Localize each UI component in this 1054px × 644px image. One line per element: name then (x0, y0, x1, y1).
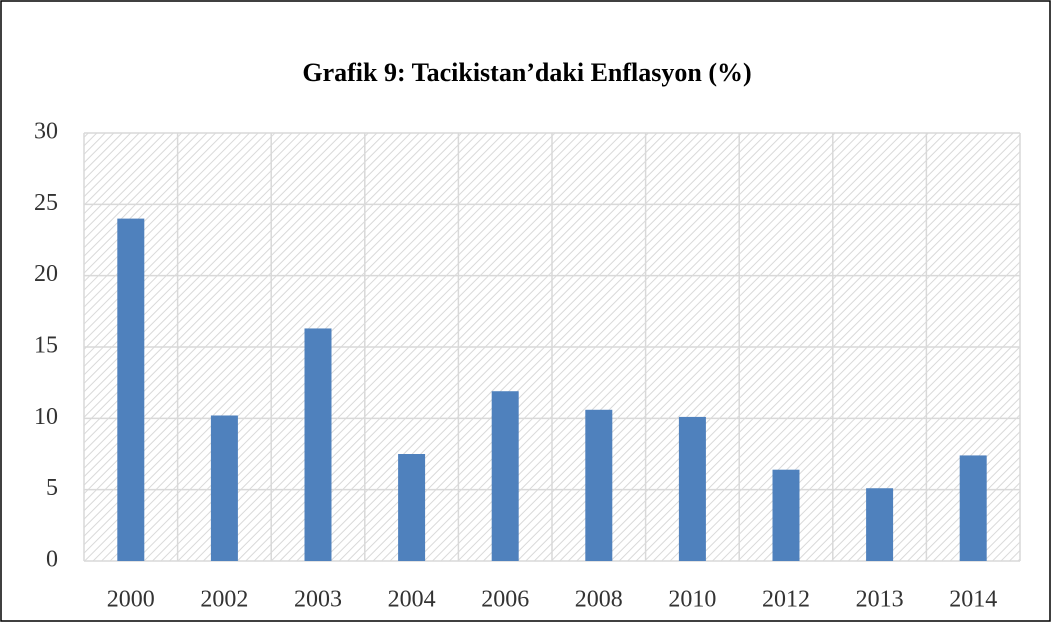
bar (959, 455, 987, 561)
bar (210, 415, 238, 561)
x-tick-label: 2014 (949, 587, 997, 613)
x-tick-label: 2008 (575, 587, 623, 613)
y-tick-label: 25 (34, 190, 58, 216)
bar (585, 409, 613, 561)
y-tick-label: 30 (34, 119, 58, 145)
bar (117, 218, 145, 561)
x-tick-label: 2006 (481, 587, 529, 613)
x-tick-label: 2003 (294, 587, 342, 613)
x-tick-label: 2010 (668, 587, 716, 613)
x-tick-label: 2002 (200, 587, 248, 613)
bar (678, 416, 706, 561)
bar (398, 454, 426, 561)
chart-title: Grafik 9: Tacikistan’daki Enflasyon (%) (302, 58, 751, 87)
x-tick-label: 2013 (856, 587, 904, 613)
bar (491, 391, 519, 561)
bar (772, 469, 800, 561)
x-tick-label: 2000 (107, 587, 155, 613)
x-tick-label: 2004 (388, 587, 436, 613)
x-tick-label: 2012 (762, 587, 810, 613)
y-tick-label: 0 (46, 547, 58, 573)
y-tick-label: 20 (34, 261, 58, 287)
y-tick-label: 5 (46, 475, 58, 501)
bar (866, 488, 894, 561)
y-tick-label: 15 (34, 333, 58, 359)
bar (304, 328, 332, 561)
y-tick-label: 10 (34, 404, 58, 430)
